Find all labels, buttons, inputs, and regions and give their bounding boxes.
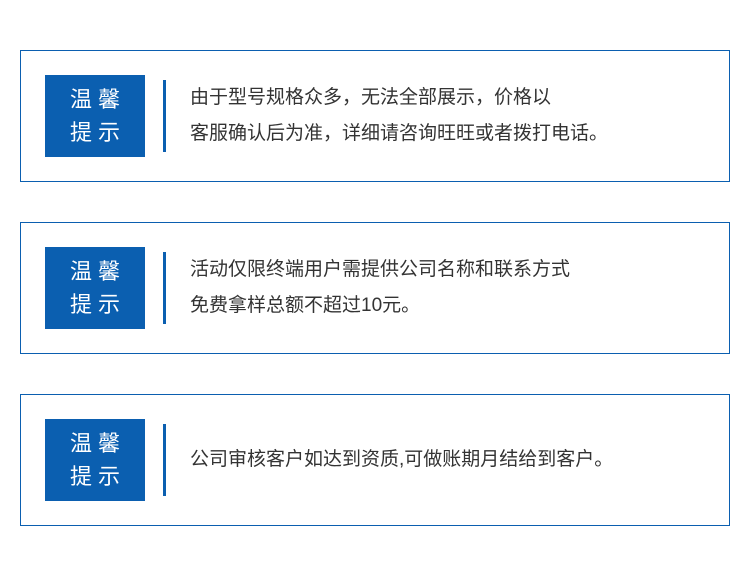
badge-line2: 提示 xyxy=(70,460,126,493)
badge-line2: 提示 xyxy=(70,288,126,321)
notice-body: 公司审核客户如达到资质,可做账期月结给到客户。 xyxy=(190,442,705,478)
notice-badge: 温馨 提示 xyxy=(45,75,145,157)
divider xyxy=(163,252,166,324)
body-line2: 免费拿样总额不超过10元。 xyxy=(190,288,705,324)
divider xyxy=(163,424,166,496)
body-line2: 公司审核客户如达到资质,可做账期月结给到客户。 xyxy=(190,442,705,478)
badge-line1: 温馨 xyxy=(70,83,126,116)
notice-body: 由于型号规格众多，无法全部展示，价格以 客服确认后为准，详细请咨询旺旺或者拨打电… xyxy=(190,80,705,152)
notice-card-3: 温馨 提示 公司审核客户如达到资质,可做账期月结给到客户。 xyxy=(20,394,730,526)
divider xyxy=(163,80,166,152)
badge-line2: 提示 xyxy=(70,116,126,149)
notice-card-1: 温馨 提示 由于型号规格众多，无法全部展示，价格以 客服确认后为准，详细请咨询旺… xyxy=(20,50,730,182)
badge-line1: 温馨 xyxy=(70,427,126,460)
badge-line1: 温馨 xyxy=(70,255,126,288)
body-line1: 由于型号规格众多，无法全部展示，价格以 xyxy=(190,80,705,116)
body-line2: 客服确认后为准，详细请咨询旺旺或者拨打电话。 xyxy=(190,116,705,152)
notice-badge: 温馨 提示 xyxy=(45,247,145,329)
body-line1: 活动仅限终端用户需提供公司名称和联系方式 xyxy=(190,252,705,288)
notice-card-2: 温馨 提示 活动仅限终端用户需提供公司名称和联系方式 免费拿样总额不超过10元。 xyxy=(20,222,730,354)
notice-body: 活动仅限终端用户需提供公司名称和联系方式 免费拿样总额不超过10元。 xyxy=(190,252,705,324)
notice-badge: 温馨 提示 xyxy=(45,419,145,501)
